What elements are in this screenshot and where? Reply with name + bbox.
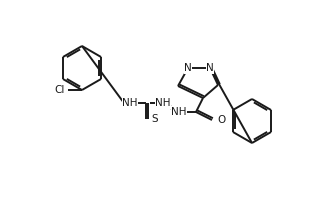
- Text: NH: NH: [155, 98, 171, 108]
- Text: N: N: [206, 63, 214, 73]
- Text: O: O: [217, 115, 225, 125]
- Text: Cl: Cl: [55, 85, 65, 95]
- Text: NH: NH: [122, 98, 138, 108]
- Text: N: N: [184, 63, 192, 73]
- Text: S: S: [151, 114, 158, 124]
- Text: NH: NH: [171, 107, 187, 117]
